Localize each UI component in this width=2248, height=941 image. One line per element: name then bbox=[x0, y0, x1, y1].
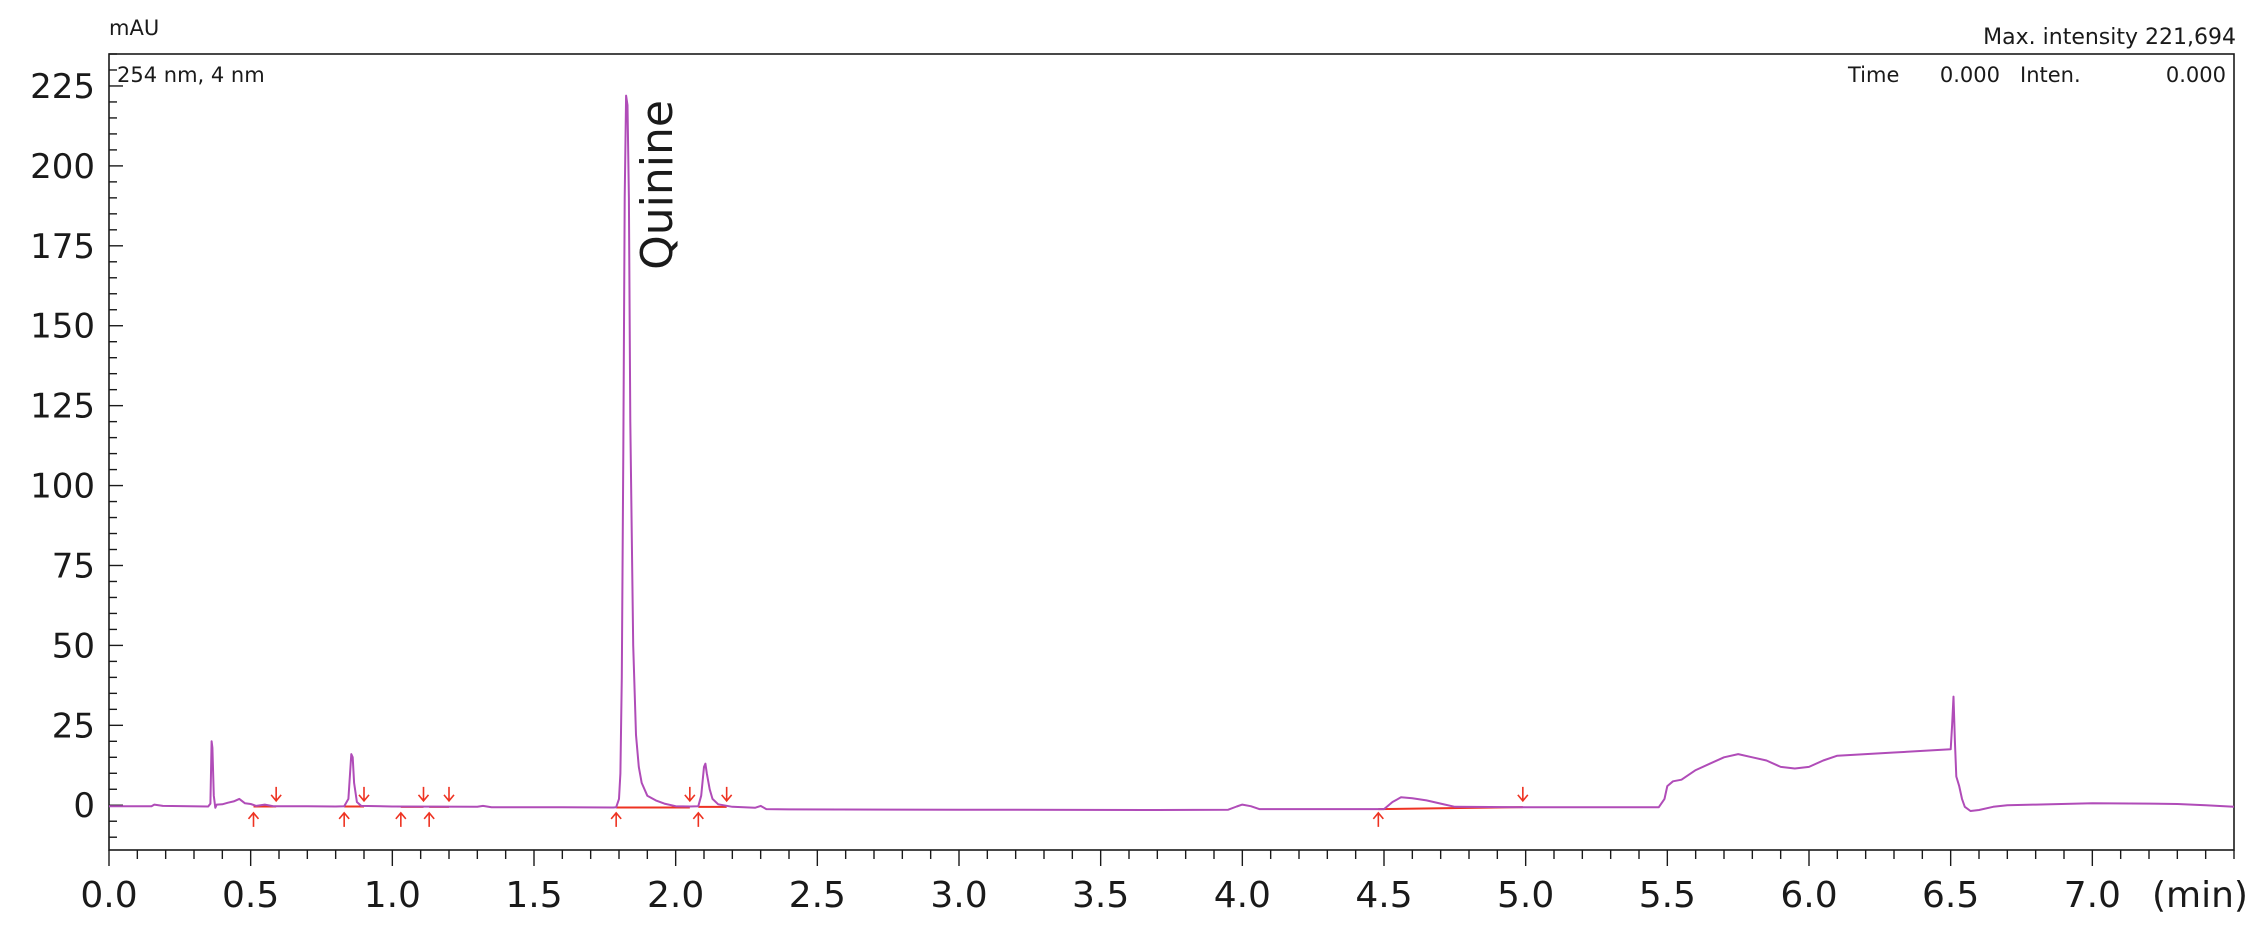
peak-marker-end bbox=[1517, 786, 1529, 803]
peak-marker-end bbox=[684, 786, 696, 803]
x-tick-label: 4.0 bbox=[1214, 875, 1271, 916]
peak-marker-start bbox=[423, 811, 435, 827]
peak-label-quinine: Quinine bbox=[632, 100, 683, 270]
y-tick-label: 125 bbox=[30, 387, 95, 427]
x-tick-label: 4.5 bbox=[1355, 875, 1412, 916]
peak-marker-end bbox=[358, 786, 370, 803]
cursor-inten-label: Inten. bbox=[2020, 63, 2081, 87]
y-tick-label: 0 bbox=[73, 786, 95, 826]
cursor-time-label: Time bbox=[1847, 63, 1899, 87]
x-axis-ticks: 0.0 0.5 1.0 1.5 2.0 2.5 3.0 3.5 4.0 4.5 5.0 5.5 6.0 6… bbox=[80, 850, 2235, 916]
y-tick-label: 50 bbox=[52, 626, 95, 666]
y-axis-ticks: 0 25 50 75 100 125 150 175 200 225 bbox=[30, 53, 123, 838]
cursor-inten-value: 0.000 bbox=[2166, 63, 2226, 87]
x-tick-label: 1.5 bbox=[505, 875, 562, 916]
peak-marker-end bbox=[721, 786, 733, 803]
x-tick-label: 1.0 bbox=[364, 875, 421, 916]
x-tick-label: 0.5 bbox=[222, 875, 279, 916]
y-axis-unit: mAU bbox=[109, 16, 159, 40]
x-tick-label: 3.0 bbox=[930, 875, 987, 916]
peak-marker-start bbox=[338, 811, 350, 827]
cursor-time-value: 0.000 bbox=[1940, 63, 2000, 87]
x-tick-label: 2.0 bbox=[647, 875, 704, 916]
y-tick-label: 225 bbox=[30, 67, 95, 107]
x-axis-unit: (min) bbox=[2152, 875, 2248, 916]
y-tick-label: 175 bbox=[30, 227, 95, 267]
chromatogram-trace bbox=[109, 94, 2235, 812]
series-line bbox=[109, 94, 2235, 812]
x-tick-label: 6.5 bbox=[1922, 875, 1979, 916]
x-tick-label: 3.5 bbox=[1072, 875, 1129, 916]
peak-marker-end bbox=[270, 786, 282, 803]
peak-marker-start bbox=[395, 811, 407, 827]
y-tick-label: 25 bbox=[52, 706, 95, 746]
x-tick-label: 7.0 bbox=[2064, 875, 2121, 916]
y-tick-label: 75 bbox=[52, 546, 95, 586]
peak-marker-start bbox=[692, 811, 704, 827]
y-tick-label: 100 bbox=[30, 467, 95, 507]
x-tick-label: 0.0 bbox=[80, 875, 137, 916]
peak-marker-start bbox=[247, 811, 260, 827]
max-intensity-label: Max. intensity 221,694 bbox=[1983, 25, 2236, 50]
plot-frame bbox=[108, 53, 2235, 851]
peak-marker-start bbox=[610, 811, 622, 827]
y-tick-label: 150 bbox=[30, 307, 95, 347]
cursor-readout: Time 0.000 Inten. 0.000 bbox=[1847, 63, 2226, 87]
x-tick-label: 5.5 bbox=[1639, 875, 1696, 916]
peak-marker-end bbox=[417, 786, 430, 803]
peak-markers bbox=[247, 786, 1529, 827]
channel-label: 254 nm, 4 nm bbox=[117, 63, 265, 87]
peak-marker-start bbox=[1372, 811, 1384, 827]
y-tick-label: 200 bbox=[30, 147, 95, 187]
peak-marker-end bbox=[443, 786, 455, 803]
x-tick-label: 2.5 bbox=[789, 875, 846, 916]
x-tick-label: 5.0 bbox=[1497, 875, 1554, 916]
x-tick-label: 6.0 bbox=[1780, 875, 1837, 916]
